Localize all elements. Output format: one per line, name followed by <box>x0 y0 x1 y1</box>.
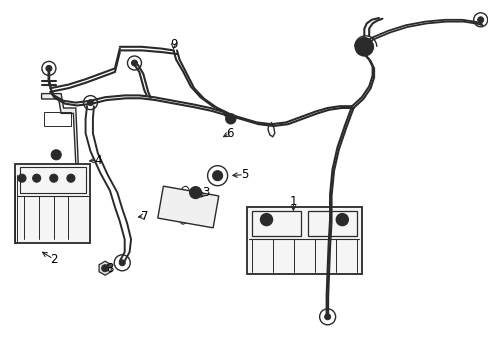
Text: 9: 9 <box>169 39 177 51</box>
Circle shape <box>477 17 483 23</box>
Ellipse shape <box>179 204 189 224</box>
Bar <box>251 211 300 236</box>
Bar <box>246 207 361 274</box>
Circle shape <box>131 60 137 66</box>
Circle shape <box>260 213 272 226</box>
Text: 1: 1 <box>289 195 297 208</box>
Circle shape <box>46 66 52 71</box>
Circle shape <box>67 174 75 182</box>
Circle shape <box>119 260 125 266</box>
Circle shape <box>189 186 201 199</box>
Text: 4: 4 <box>94 154 102 167</box>
Text: 5: 5 <box>240 168 248 181</box>
Polygon shape <box>41 94 78 164</box>
Circle shape <box>51 150 61 160</box>
Circle shape <box>102 265 108 272</box>
Circle shape <box>324 314 330 320</box>
Polygon shape <box>158 186 218 228</box>
Text: 3: 3 <box>201 186 209 199</box>
Circle shape <box>212 171 222 181</box>
Circle shape <box>225 114 235 124</box>
Circle shape <box>355 38 372 56</box>
Bar <box>20 167 85 193</box>
Bar <box>44 112 71 126</box>
Ellipse shape <box>179 186 189 206</box>
Text: 7: 7 <box>140 210 148 222</box>
Bar <box>15 164 90 243</box>
Bar <box>307 211 356 236</box>
Circle shape <box>50 174 58 182</box>
Circle shape <box>336 213 347 226</box>
Circle shape <box>33 174 41 182</box>
Polygon shape <box>99 261 111 275</box>
Text: 8: 8 <box>106 262 114 275</box>
Circle shape <box>18 174 26 182</box>
Circle shape <box>87 100 93 105</box>
Text: 2: 2 <box>50 253 58 266</box>
Text: 6: 6 <box>225 127 233 140</box>
